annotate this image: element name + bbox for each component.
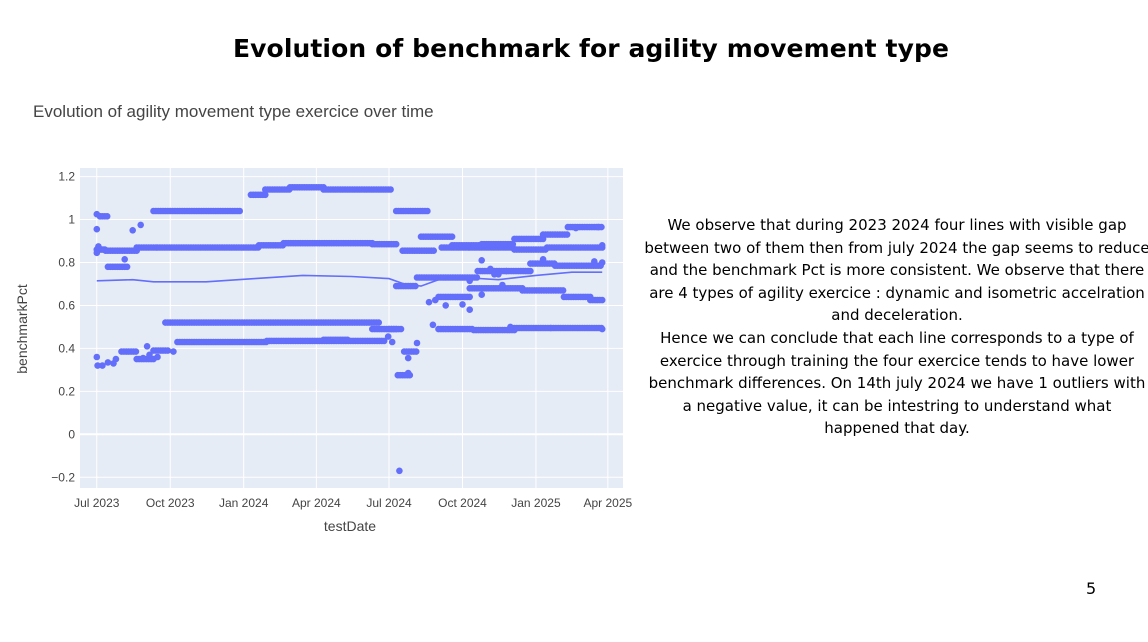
x-tick-label: Jan 2024	[219, 496, 269, 510]
commentary-text: We observe that during 2023 2024 four li…	[644, 214, 1148, 440]
data-point	[164, 347, 172, 354]
data-point	[404, 369, 412, 377]
data-point	[112, 355, 120, 363]
data-point	[424, 207, 431, 215]
data-point	[448, 233, 456, 240]
data-point	[396, 467, 403, 475]
data-point	[598, 259, 606, 266]
data-point	[344, 336, 351, 344]
data-point	[146, 351, 153, 359]
data-point	[459, 301, 466, 308]
y-tick-label: 0.4	[58, 341, 75, 355]
y-tick-label: −0.2	[51, 470, 75, 484]
y-tick-labels: 1.2 1 0.8 0.6 0.4 0.2 0 −0.2	[51, 170, 75, 485]
trend-line	[96, 271, 603, 287]
data-point	[139, 354, 147, 362]
data-point	[499, 281, 506, 289]
y-axis-title: benchmarkPct	[14, 284, 30, 374]
data-point	[430, 247, 438, 254]
y-tick-label: 0.6	[58, 298, 75, 312]
data-point	[425, 298, 433, 306]
commentary-paragraph-1: We observe that during 2023 2024 four li…	[644, 216, 1148, 325]
data-point	[137, 221, 144, 229]
page-number: 5	[1086, 579, 1097, 598]
data-point	[432, 296, 439, 304]
data-point	[598, 242, 606, 249]
data-point	[123, 263, 131, 271]
data-point	[143, 343, 151, 350]
data-point	[132, 348, 140, 355]
data-point	[387, 186, 394, 193]
data-point	[412, 348, 420, 355]
data-point	[93, 225, 101, 233]
data-point	[478, 291, 486, 298]
y-tick-label: 0	[68, 427, 75, 441]
scatter-markers	[93, 184, 606, 475]
data-point	[442, 302, 450, 309]
data-point	[96, 213, 104, 220]
data-point	[154, 353, 161, 361]
data-point	[170, 348, 177, 355]
data-point	[598, 296, 606, 304]
x-tick-label: Apr 2025	[583, 496, 632, 510]
x-tick-label: Oct 2024	[438, 496, 487, 510]
y-tick-label: 0.2	[58, 384, 75, 398]
data-point	[527, 267, 534, 275]
x-tick-label: Apr 2024	[292, 496, 341, 510]
data-point	[413, 339, 421, 347]
data-point	[384, 333, 392, 340]
data-point	[559, 287, 567, 294]
x-tick-labels: Jul 2023 Oct 2023 Jan 2024 Apr 2024 Jul 2024…	[74, 496, 632, 510]
y-tick-label: 1	[68, 213, 75, 227]
data-point	[404, 354, 412, 362]
chart-title: Evolution of agility movement type exerc…	[33, 102, 434, 121]
data-point	[104, 359, 112, 366]
data-point	[429, 321, 437, 329]
data-point	[95, 243, 102, 250]
y-tick-label: 0.8	[58, 255, 75, 269]
data-point	[466, 306, 474, 313]
data-point	[466, 277, 474, 285]
data-point	[594, 223, 602, 231]
chart-container: Evolution of agility movement type exerc…	[0, 90, 650, 550]
y-tick-label: 1.2	[58, 170, 75, 184]
data-point	[94, 362, 101, 369]
data-point	[392, 240, 400, 248]
data-point	[539, 256, 547, 263]
data-point	[495, 271, 502, 278]
data-point	[591, 258, 598, 265]
x-tick-label: Jul 2024	[366, 496, 412, 510]
x-tick-label: Oct 2023	[146, 496, 195, 510]
data-point	[509, 240, 517, 248]
data-point	[99, 362, 106, 369]
data-point	[262, 191, 269, 199]
data-point	[121, 256, 128, 263]
data-point	[572, 224, 580, 232]
scatter-chart: Evolution of agility movement type exerc…	[14, 102, 633, 534]
data-point	[380, 337, 388, 345]
data-point	[563, 231, 571, 238]
data-point	[93, 353, 101, 361]
data-point	[103, 213, 111, 220]
commentary-paragraph-2: Hence we can conclude that each line cor…	[648, 328, 1146, 438]
x-tick-label: Jan 2025	[511, 496, 561, 510]
data-point	[388, 338, 396, 346]
slide-title: Evolution of benchmark for agility movem…	[232, 34, 950, 63]
data-point	[93, 249, 101, 257]
data-point	[487, 265, 494, 273]
x-axis-title: testDate	[324, 518, 376, 534]
data-point	[236, 207, 243, 215]
data-point	[466, 293, 474, 301]
x-tick-label: Jul 2023	[74, 496, 120, 510]
data-point	[129, 227, 136, 234]
data-point	[507, 323, 514, 331]
data-point	[397, 325, 405, 333]
data-point	[598, 325, 606, 333]
data-point	[375, 319, 383, 326]
data-point	[478, 257, 486, 264]
